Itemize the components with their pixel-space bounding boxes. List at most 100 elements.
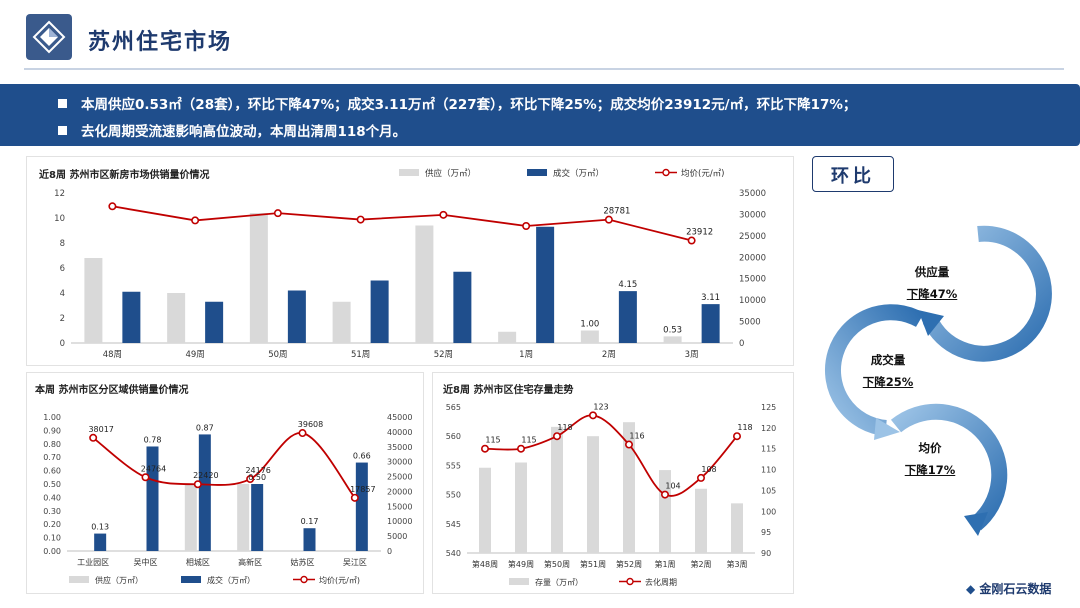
data-label: 39608 [298, 420, 323, 429]
bar-supply [332, 301, 351, 343]
x-tick-label: 第48周 [472, 559, 498, 569]
line-point [553, 432, 562, 441]
y-tick-label-right: 100 [761, 507, 776, 516]
line-point [522, 222, 531, 231]
bar-supply [663, 336, 682, 343]
x-tick-label: 第51周 [580, 559, 606, 569]
bar-deal [94, 533, 107, 551]
y-tick-label-right: 10000 [739, 296, 766, 306]
x-tick-label: 49周 [185, 350, 204, 360]
legend-label: 供应（万㎡） [95, 575, 143, 585]
bar-supply [167, 293, 186, 343]
line-point [604, 215, 613, 224]
legend-label: 存量（万㎡） [535, 577, 583, 587]
y-tick-label-left: 0.50 [43, 480, 61, 489]
summary-line-2: 去化周期受流速影响高位波动，本周出清周118个月。 [58, 120, 406, 140]
data-label: 108 [701, 465, 716, 474]
bar-supply [249, 213, 268, 343]
y-tick-label-left: 560 [446, 432, 461, 441]
data-label: 116 [629, 432, 644, 441]
y-tick-label-right: 110 [761, 466, 776, 475]
line-point [356, 215, 365, 224]
y-tick-label-right: 0 [387, 547, 392, 556]
y-tick-label-right: 125 [761, 403, 776, 412]
inventory-chart-title: 近8周 苏州市区住宅存量走势 [443, 385, 574, 396]
weekly-chart-panel: 近8周 苏州市区新房市场供销量价情况 0 2 4 6 8 10 12 0 5000 10000 15… [26, 156, 794, 366]
summary-line-1: 本周供应0.53㎡（28套），环比下降47%；成交3.11万㎡（227套），环比… [58, 93, 856, 113]
bar-deal [370, 280, 389, 343]
line-point [193, 480, 202, 489]
bar-deal [355, 462, 368, 551]
y-tick-label-right: 25000 [387, 473, 412, 482]
y-tick-label-right: 20000 [387, 487, 412, 496]
x-tick-label: 第52周 [616, 559, 642, 569]
y-tick-label-left: 8 [60, 239, 65, 249]
y-tick-label-left: 555 [446, 461, 461, 470]
line-point [141, 473, 150, 482]
x-tick-label: 吴江区 [343, 558, 367, 567]
data-label: 104 [665, 482, 680, 491]
legend-swatch [300, 575, 308, 584]
bar-deal [453, 271, 472, 343]
y-tick-label-right: 25000 [739, 232, 766, 242]
data-label: 123 [593, 402, 608, 411]
page-title: 苏州住宅市场 [88, 30, 233, 55]
legend-label: 成交（万㎡） [553, 168, 604, 179]
y-tick-label-right: 45000 [387, 413, 412, 422]
data-label: 24764 [141, 464, 166, 473]
y-tick-label-left: 550 [446, 491, 461, 500]
data-label: 0.13 [91, 523, 109, 532]
bar-deal [205, 301, 224, 343]
cycle-item-deal: 成交量 下降25% [862, 353, 914, 389]
cycle-item-supply: 供应量 下降47% [906, 265, 958, 301]
data-label: 115 [521, 436, 536, 445]
summary-banner: 本周供应0.53㎡（28套），环比下降47%；成交3.11万㎡（227套），环比… [0, 84, 1080, 146]
data-label: 0.50 [248, 473, 266, 482]
series-line [112, 205, 692, 242]
x-tick-label: 工业园区 [77, 557, 109, 567]
data-label: 0.87 [196, 423, 214, 432]
line-point [661, 490, 670, 499]
line-point [246, 475, 255, 484]
data-label: 118 [557, 423, 572, 432]
y-tick-label-left: 565 [446, 403, 461, 412]
y-tick-label-right: 105 [761, 486, 776, 495]
y-tick-label-left: 0.80 [43, 440, 61, 449]
cycle-arrowhead-icon [964, 512, 988, 536]
y-tick-label-left: 4 [60, 289, 65, 299]
y-tick-label-right: 0 [739, 339, 744, 349]
bar-supply [415, 225, 434, 343]
data-label: 0.78 [144, 435, 162, 444]
y-tick-label-right: 115 [761, 445, 776, 454]
qoq-heading-box: 环比 [812, 156, 894, 192]
legend-label: 成交（万㎡） [207, 575, 255, 585]
bar-inventory [695, 488, 707, 553]
y-tick-label-right: 30000 [739, 210, 766, 220]
data-label: 28781 [603, 207, 630, 217]
y-tick-label-right: 90 [761, 549, 771, 558]
data-label: 4.15 [618, 280, 637, 290]
bar-deal [251, 484, 264, 551]
bar-supply [184, 484, 197, 551]
x-tick-label: 姑苏区 [291, 557, 315, 567]
bar-supply [580, 330, 599, 343]
y-tick-label-right: 20000 [739, 253, 766, 263]
line-point [273, 209, 282, 218]
data-label: 0.53 [663, 325, 682, 335]
y-tick-label-left: 0.30 [43, 507, 61, 516]
legend-swatch [399, 169, 419, 176]
inventory-chart-panel: 近8周 苏州市区住宅存量走势 540 545 550 555 560 565 90 95 100… [432, 372, 794, 594]
data-label: 23912 [686, 228, 713, 238]
x-tick-label: 吴中区 [134, 557, 158, 567]
y-tick-label-left: 0 [60, 339, 65, 349]
legend-swatch [626, 577, 634, 586]
weekly-chart-svg: 0 2 4 6 8 10 12 0 5000 10000 15000 20000 25000 30000 3… [54, 168, 766, 360]
y-tick-label-right: 30000 [387, 458, 412, 467]
y-tick-label-right: 35000 [739, 189, 766, 199]
line-point [108, 202, 117, 211]
y-tick-label-left: 0.00 [43, 547, 61, 556]
line-point [89, 433, 98, 442]
legend-swatch [662, 168, 670, 177]
y-tick-label-right: 40000 [387, 428, 412, 437]
x-tick-label: 2周 [602, 350, 616, 360]
